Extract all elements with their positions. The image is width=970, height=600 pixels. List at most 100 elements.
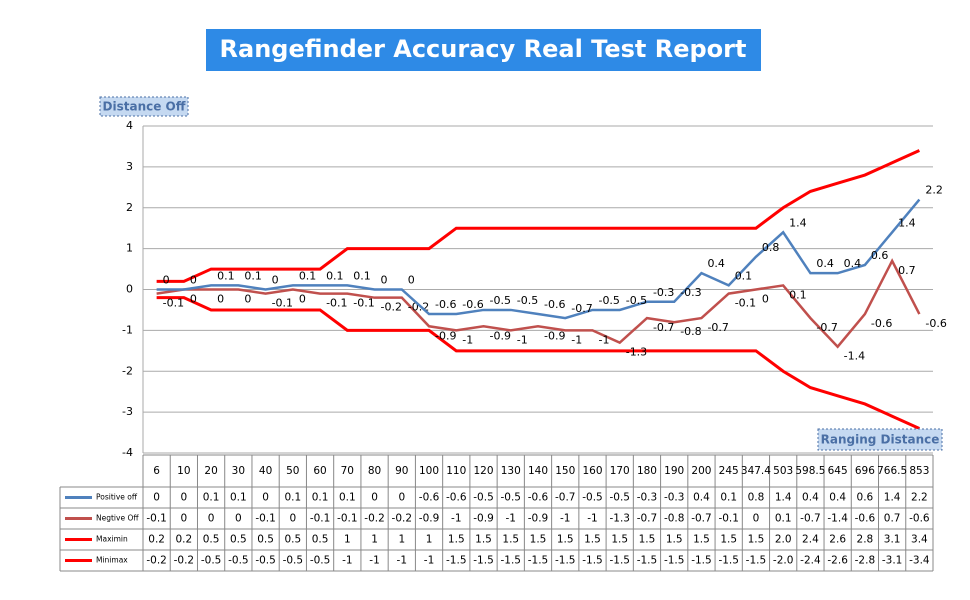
table-cell: 1.4 xyxy=(775,492,792,504)
table-cell: -0.5 xyxy=(228,555,249,567)
table-cell: -3.1 xyxy=(882,555,903,567)
legend-label: Negtive Off xyxy=(96,514,139,523)
table-cell: -1 xyxy=(397,555,407,567)
data-label: -0.8 xyxy=(680,325,701,338)
table-cell: -0.6 xyxy=(419,492,440,504)
table-cell: 0.5 xyxy=(203,534,220,546)
table-cell: 1.5 xyxy=(530,534,547,546)
data-label: -0.7 xyxy=(816,321,837,334)
table-cell: 0.5 xyxy=(257,534,274,546)
data-label: 0.1 xyxy=(353,269,371,282)
data-label: -0.3 xyxy=(653,286,674,299)
data-label: 0 xyxy=(272,274,279,287)
table-cell: 1.5 xyxy=(502,534,519,546)
table-cell: -2.8 xyxy=(855,555,876,567)
table-cell: -1.5 xyxy=(501,555,522,567)
x-tick-label: 100 xyxy=(419,465,439,477)
table-cell: -1 xyxy=(506,513,516,525)
data-label: -0.1 xyxy=(272,297,293,310)
x-tick-label: 80 xyxy=(368,465,381,477)
table-cell: -0.6 xyxy=(528,492,549,504)
table-cell: -1.5 xyxy=(664,555,685,567)
table-cell: -0.1 xyxy=(310,513,331,525)
table-cell: 0.4 xyxy=(829,492,846,504)
data-label: -0.3 xyxy=(680,286,701,299)
table-cell: -1.5 xyxy=(582,555,603,567)
y-tick-label: 3 xyxy=(126,160,133,173)
series-line xyxy=(156,296,920,430)
table-cell: 0.4 xyxy=(693,492,710,504)
table-cell: -0.6 xyxy=(446,492,467,504)
x-tick-label: 190 xyxy=(664,465,684,477)
table-cell: -3.4 xyxy=(909,555,930,567)
table-cell: -0.5 xyxy=(201,555,222,567)
table-cell: 0 xyxy=(181,513,188,525)
table-cell: -0.6 xyxy=(909,513,930,525)
data-label: -0.6 xyxy=(435,298,456,311)
data-label: 0.1 xyxy=(244,269,262,282)
data-label: -0.9 xyxy=(544,329,565,342)
table-cell: 1 xyxy=(344,534,351,546)
table-cell: -0.2 xyxy=(364,513,385,525)
data-label: -1 xyxy=(598,333,609,346)
data-label: 0.4 xyxy=(707,257,725,270)
data-label: -1.3 xyxy=(626,346,647,359)
y-tick-label: 0 xyxy=(126,283,133,296)
table-cell: -1.3 xyxy=(609,513,630,525)
table-cell: 0 xyxy=(208,513,215,525)
x-tick-label: 110 xyxy=(446,465,466,477)
table-cell: -0.5 xyxy=(582,492,603,504)
series-line xyxy=(156,258,921,349)
data-label: -1 xyxy=(462,333,473,346)
data-label: 0.6 xyxy=(871,249,889,262)
table-cell: -0.5 xyxy=(609,492,630,504)
table-cell: -0.5 xyxy=(473,492,494,504)
legend-label: Minimax xyxy=(96,556,128,565)
x-tick-label: 60 xyxy=(313,465,326,477)
table-cell: -0.7 xyxy=(691,513,712,525)
table-cell: 2.4 xyxy=(802,534,819,546)
table-cell: 0.5 xyxy=(312,534,329,546)
table-cell: -0.5 xyxy=(255,555,276,567)
table-cell: 1.5 xyxy=(693,534,710,546)
x-tick-label: 150 xyxy=(555,465,575,477)
table-cell: -0.5 xyxy=(501,492,522,504)
data-label: 0.4 xyxy=(816,257,834,270)
y-tick-label: -2 xyxy=(122,364,133,377)
data-label: 1.4 xyxy=(789,216,807,229)
table-cell: -1.4 xyxy=(827,513,848,525)
data-label: -0.5 xyxy=(490,294,511,307)
data-label: 0.1 xyxy=(789,288,807,301)
table-cell: -0.6 xyxy=(855,513,876,525)
table-cell: 1.4 xyxy=(884,492,901,504)
data-label: 0.1 xyxy=(299,269,317,282)
data-label: -0.5 xyxy=(598,294,619,307)
data-label: 2.2 xyxy=(925,184,943,197)
table-cell: 0.2 xyxy=(148,534,165,546)
table-cell: 3.1 xyxy=(884,534,901,546)
table-cell: -0.1 xyxy=(718,513,739,525)
table-cell: -0.2 xyxy=(392,513,413,525)
x-tick-label: 140 xyxy=(528,465,548,477)
x-tick-label: 598.5 xyxy=(795,465,825,477)
y-tick-label: -1 xyxy=(122,323,133,336)
table-cell: 1.5 xyxy=(475,534,492,546)
table-cell: -0.5 xyxy=(310,555,331,567)
table-cell: -1 xyxy=(451,513,461,525)
x-tick-label: 645 xyxy=(828,465,848,477)
x-tick-label: 30 xyxy=(232,465,245,477)
table-cell: 0.1 xyxy=(312,492,329,504)
data-label: 0.8 xyxy=(762,241,780,254)
table-cell: -1.5 xyxy=(746,555,767,567)
table-cell: 0.6 xyxy=(857,492,874,504)
data-label: -0.1 xyxy=(735,297,756,310)
table-cell: 0.1 xyxy=(284,492,301,504)
table-cell: -1 xyxy=(424,555,434,567)
table-cell: -0.8 xyxy=(664,513,685,525)
table-cell: -0.7 xyxy=(637,513,658,525)
table-cell: -0.1 xyxy=(255,513,276,525)
y-axis-title: Distance Off xyxy=(103,100,186,114)
table-cell: 1 xyxy=(371,534,378,546)
